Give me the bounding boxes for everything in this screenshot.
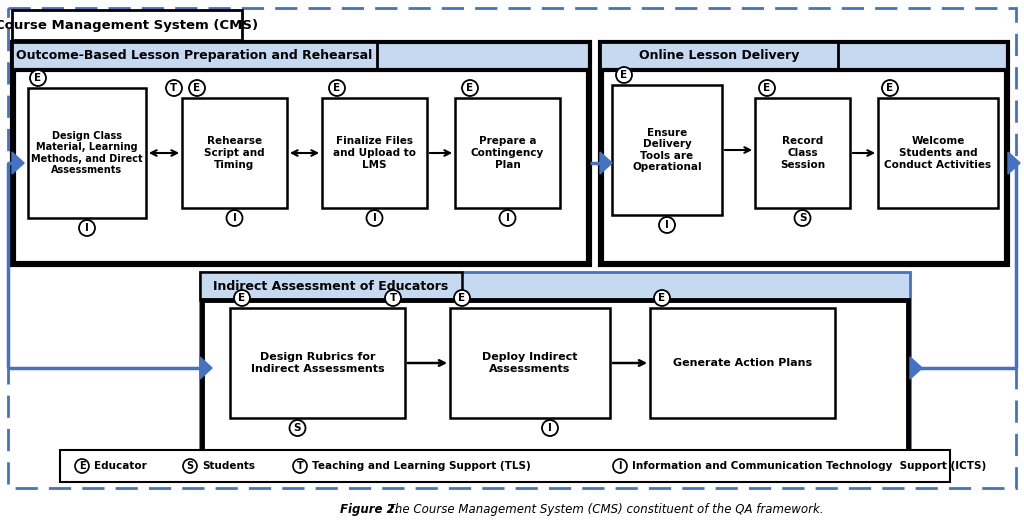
Polygon shape xyxy=(1008,152,1020,174)
Text: Deploy Indirect
Assessments: Deploy Indirect Assessments xyxy=(482,352,578,374)
Text: Record
Class
Session: Record Class Session xyxy=(780,136,825,169)
Text: Students: Students xyxy=(202,461,255,471)
Text: T: T xyxy=(389,293,396,303)
Bar xyxy=(60,450,950,482)
Circle shape xyxy=(293,459,307,473)
Text: Online Lesson Delivery: Online Lesson Delivery xyxy=(639,49,799,63)
Polygon shape xyxy=(12,152,25,174)
Text: E: E xyxy=(887,83,894,93)
Text: I: I xyxy=(232,213,237,223)
Bar xyxy=(322,98,427,208)
Text: Educator: Educator xyxy=(94,461,146,471)
Bar xyxy=(182,98,287,208)
Bar xyxy=(600,42,838,70)
Circle shape xyxy=(79,220,95,236)
Text: E: E xyxy=(239,293,246,303)
Text: E: E xyxy=(35,73,42,83)
Bar xyxy=(14,70,588,263)
Text: I: I xyxy=(85,223,89,233)
Polygon shape xyxy=(200,357,212,379)
Text: E: E xyxy=(658,293,666,303)
Text: Design Rubrics for
Indirect Assessments: Design Rubrics for Indirect Assessments xyxy=(251,352,384,374)
Text: E: E xyxy=(194,83,201,93)
Text: Teaching and Learning Support (TLS): Teaching and Learning Support (TLS) xyxy=(312,461,530,471)
Circle shape xyxy=(613,459,627,473)
Circle shape xyxy=(616,67,632,83)
Text: Rehearse
Script and
Timing: Rehearse Script and Timing xyxy=(204,136,265,169)
Bar xyxy=(612,85,722,215)
Text: I: I xyxy=(373,213,377,223)
Text: E: E xyxy=(79,461,85,471)
Bar xyxy=(202,300,908,462)
Bar xyxy=(755,98,850,208)
Circle shape xyxy=(75,459,89,473)
Text: S: S xyxy=(799,213,806,223)
Bar xyxy=(28,88,146,218)
Bar xyxy=(878,98,998,208)
Text: Course Management System (CMS): Course Management System (CMS) xyxy=(0,20,259,32)
Text: Generate Action Plans: Generate Action Plans xyxy=(673,358,812,368)
Bar xyxy=(600,42,1008,265)
Bar xyxy=(200,272,462,300)
Text: Indirect Assessment of Educators: Indirect Assessment of Educators xyxy=(213,279,449,293)
Circle shape xyxy=(367,210,383,226)
Circle shape xyxy=(189,80,205,96)
Text: I: I xyxy=(506,213,509,223)
Circle shape xyxy=(882,80,898,96)
Text: E: E xyxy=(621,70,628,80)
Bar xyxy=(602,70,1006,263)
Bar xyxy=(455,98,560,208)
Text: E: E xyxy=(459,293,466,303)
Text: S: S xyxy=(294,423,301,433)
Circle shape xyxy=(290,420,305,436)
Text: Figure 2.: Figure 2. xyxy=(340,503,399,517)
Polygon shape xyxy=(910,357,922,379)
Circle shape xyxy=(654,290,670,306)
Circle shape xyxy=(226,210,243,226)
Text: Design Class
Material, Learning
Methods, and Direct
Assessments: Design Class Material, Learning Methods,… xyxy=(31,131,142,175)
Bar xyxy=(650,308,835,418)
Text: T: T xyxy=(297,461,303,471)
Circle shape xyxy=(659,217,675,233)
Circle shape xyxy=(759,80,775,96)
Text: Finalize Files
and Upload to
LMS: Finalize Files and Upload to LMS xyxy=(333,136,416,169)
Circle shape xyxy=(234,290,250,306)
Bar xyxy=(230,308,406,418)
Polygon shape xyxy=(600,152,612,174)
Text: Ensure
Delivery
Tools are
Operational: Ensure Delivery Tools are Operational xyxy=(632,127,701,173)
Text: Information and Communication Technology  Support (ICTS): Information and Communication Technology… xyxy=(632,461,986,471)
Circle shape xyxy=(183,459,197,473)
Circle shape xyxy=(542,420,558,436)
Text: The Course Management System (CMS) constituent of the QA framework.: The Course Management System (CMS) const… xyxy=(384,503,823,517)
Text: E: E xyxy=(467,83,473,93)
Circle shape xyxy=(462,80,478,96)
Text: Prepare a
Contingency
Plan: Prepare a Contingency Plan xyxy=(471,136,544,169)
Text: E: E xyxy=(764,83,771,93)
Text: T: T xyxy=(170,83,177,93)
Text: I: I xyxy=(548,423,552,433)
Bar xyxy=(12,42,590,265)
Text: I: I xyxy=(618,461,622,471)
Circle shape xyxy=(385,290,401,306)
Bar xyxy=(12,10,242,40)
Text: E: E xyxy=(334,83,341,93)
Bar xyxy=(200,272,910,464)
Text: Welcome
Students and
Conduct Activities: Welcome Students and Conduct Activities xyxy=(885,136,991,169)
Circle shape xyxy=(795,210,811,226)
Circle shape xyxy=(500,210,515,226)
Circle shape xyxy=(30,70,46,86)
Text: I: I xyxy=(665,220,669,230)
Text: Outcome-Based Lesson Preparation and Rehearsal: Outcome-Based Lesson Preparation and Reh… xyxy=(16,49,372,63)
Bar xyxy=(12,42,377,70)
Circle shape xyxy=(166,80,182,96)
Circle shape xyxy=(329,80,345,96)
Text: S: S xyxy=(186,461,194,471)
Bar xyxy=(450,308,610,418)
Circle shape xyxy=(454,290,470,306)
